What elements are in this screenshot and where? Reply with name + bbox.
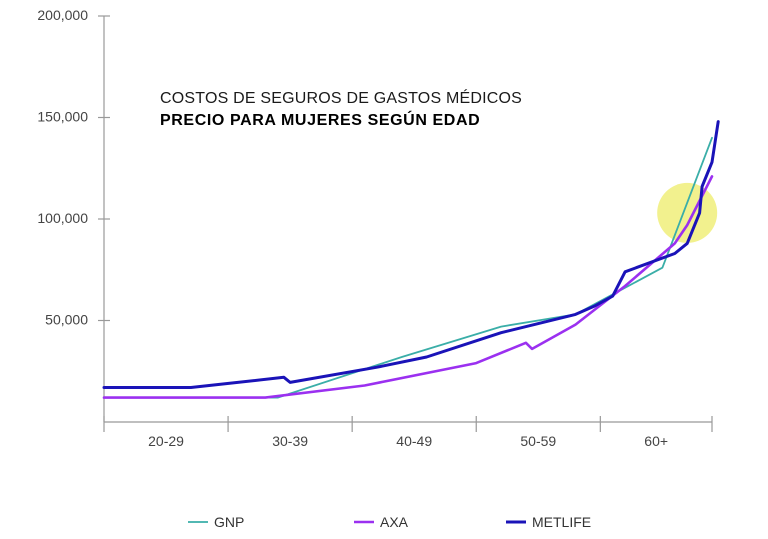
y-tick-label: 100,000 bbox=[37, 210, 88, 226]
x-category-label: 50-59 bbox=[520, 433, 556, 449]
x-category-label: 20-29 bbox=[148, 433, 184, 449]
legend: GNP AXA METLIFE bbox=[188, 514, 591, 530]
x-category-label: 60+ bbox=[644, 433, 668, 449]
x-category-label: 40-49 bbox=[396, 433, 432, 449]
x-axis-categories: 20-29 30-39 40-49 50-59 60+ bbox=[103, 416, 713, 449]
series-line-gnp bbox=[103, 136, 713, 399]
legend-label-axa: AXA bbox=[380, 514, 409, 530]
highlight-marker bbox=[657, 182, 718, 243]
series-lines bbox=[102, 120, 720, 399]
y-tick-label: 150,000 bbox=[37, 109, 88, 125]
chart-title-block: COSTOS DE SEGUROS DE GASTOS MÉDICOS PREC… bbox=[160, 88, 522, 132]
series-line-metlife bbox=[102, 120, 720, 389]
y-tick-label: 50,000 bbox=[45, 312, 88, 328]
highlight-circle bbox=[657, 182, 718, 243]
legend-label-gnp: GNP bbox=[214, 514, 244, 530]
series-line-axa bbox=[102, 175, 714, 399]
y-tick-label: 200,000 bbox=[37, 7, 88, 23]
legend-label-metlife: METLIFE bbox=[532, 514, 591, 530]
y-axis-ticks: 200,000 150,000 100,000 50,000 bbox=[37, 7, 110, 328]
chart-subtitle: PRECIO PARA MUJERES SEGÚN EDAD bbox=[160, 112, 481, 129]
x-category-label: 30-39 bbox=[272, 433, 308, 449]
chart-title: COSTOS DE SEGUROS DE GASTOS MÉDICOS bbox=[160, 90, 523, 107]
